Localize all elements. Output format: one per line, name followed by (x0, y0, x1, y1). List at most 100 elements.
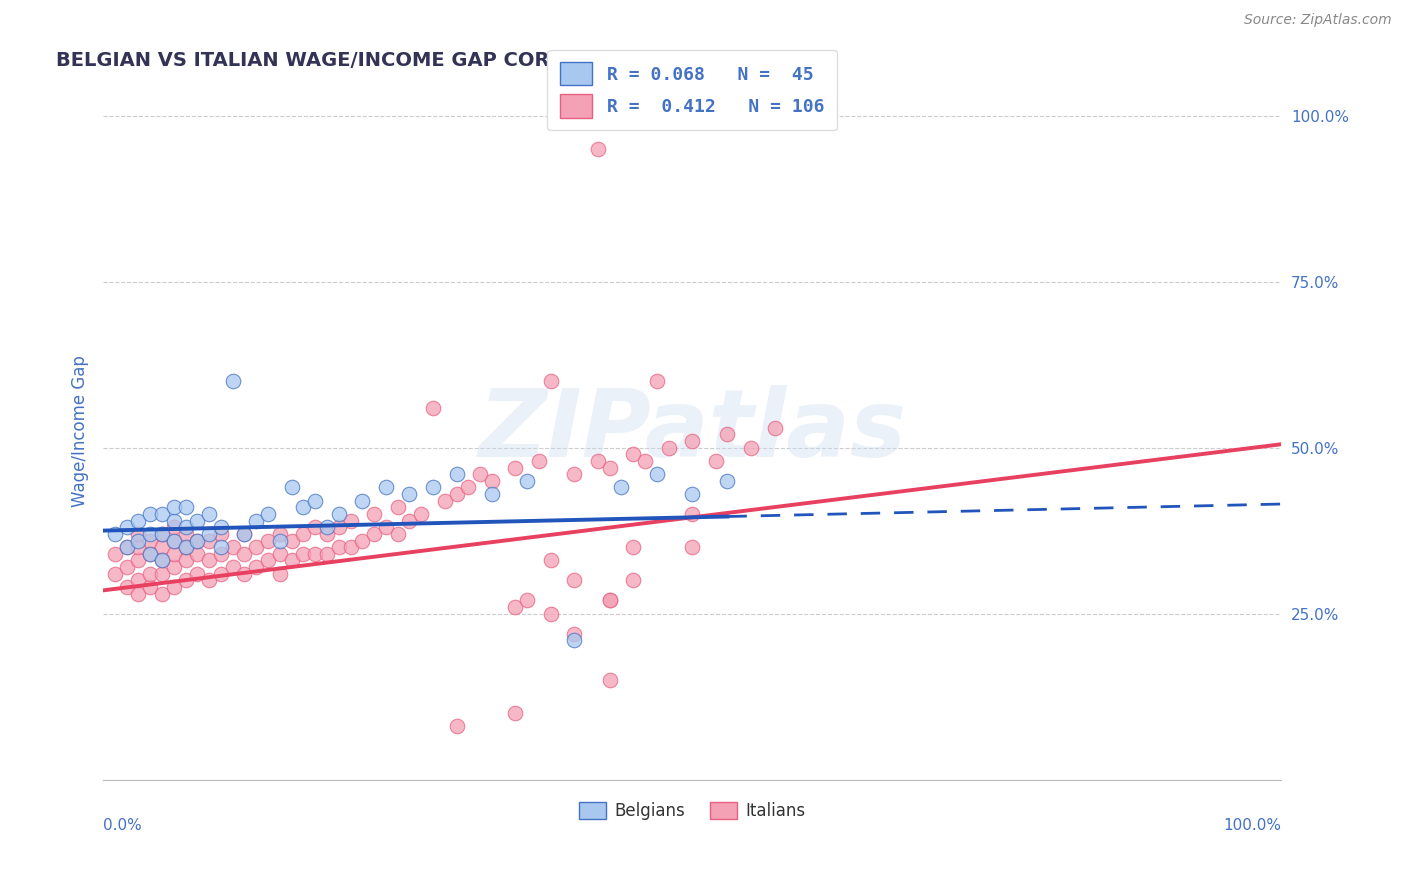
Point (292, 500, 315, 515)
Point (163, 560, 186, 574)
Point (516, 474, 538, 488)
Point (446, 487, 468, 501)
Point (163, 547, 186, 561)
Text: Source: ZipAtlas.com: Source: ZipAtlas.com (1244, 13, 1392, 28)
Point (163, 500, 186, 515)
Point (599, 593, 621, 607)
Point (104, 547, 127, 561)
Point (540, 553, 562, 567)
Point (150, 540, 173, 554)
Point (269, 566, 291, 581)
Point (198, 527, 221, 541)
Point (422, 480, 444, 494)
Point (280, 553, 302, 567)
Point (374, 520, 396, 534)
Point (740, 441, 762, 455)
Point (150, 553, 173, 567)
Point (481, 474, 503, 488)
Text: 100.0%: 100.0% (1223, 818, 1281, 833)
Point (222, 560, 245, 574)
Point (352, 533, 374, 548)
Point (115, 520, 138, 534)
Point (599, 593, 621, 607)
Point (174, 574, 197, 588)
Point (150, 553, 173, 567)
Text: 0.0%: 0.0% (103, 818, 142, 833)
Point (139, 566, 162, 581)
Point (280, 533, 302, 548)
Point (163, 520, 186, 534)
Point (645, 467, 668, 482)
Point (186, 547, 208, 561)
Point (233, 547, 256, 561)
Point (139, 527, 162, 541)
Point (150, 507, 173, 521)
Point (634, 454, 657, 468)
Point (562, 626, 585, 640)
Point (681, 507, 703, 521)
Point (198, 507, 221, 521)
Point (621, 447, 644, 461)
Point (610, 480, 633, 494)
Point (387, 500, 409, 515)
Point (233, 527, 256, 541)
Point (104, 566, 127, 581)
Point (257, 507, 280, 521)
Point (716, 474, 738, 488)
Point (139, 547, 162, 561)
Point (645, 374, 668, 388)
Point (763, 420, 786, 434)
Point (174, 553, 197, 567)
Point (198, 533, 221, 548)
Point (505, 599, 527, 614)
Point (174, 540, 197, 554)
Point (163, 533, 186, 548)
Point (292, 547, 315, 561)
Point (174, 500, 197, 515)
Point (363, 507, 385, 521)
Point (328, 540, 350, 554)
Point (163, 533, 186, 548)
Point (127, 540, 149, 554)
Point (209, 520, 232, 534)
Point (127, 514, 149, 528)
Point (562, 574, 585, 588)
Point (352, 493, 374, 508)
Point (505, 706, 527, 721)
Point (398, 514, 420, 528)
Point (115, 580, 138, 594)
Point (562, 467, 585, 482)
Point (316, 527, 339, 541)
Point (150, 566, 173, 581)
Point (139, 547, 162, 561)
Point (209, 527, 232, 541)
Point (540, 607, 562, 621)
Point (304, 520, 326, 534)
Point (245, 540, 267, 554)
Point (562, 633, 585, 648)
Point (328, 520, 350, 534)
Point (681, 487, 703, 501)
Point (468, 467, 491, 482)
Point (446, 719, 468, 733)
Point (422, 401, 444, 415)
Point (150, 527, 173, 541)
Point (304, 493, 326, 508)
Point (658, 441, 681, 455)
Point (457, 480, 479, 494)
Point (433, 493, 456, 508)
Point (363, 527, 385, 541)
Point (198, 553, 221, 567)
Point (269, 527, 291, 541)
Point (374, 480, 396, 494)
Point (516, 593, 538, 607)
Point (292, 527, 315, 541)
Point (339, 540, 361, 554)
Point (174, 520, 197, 534)
Point (540, 374, 562, 388)
Point (186, 533, 208, 548)
Point (209, 566, 232, 581)
Point (139, 533, 162, 548)
Point (127, 587, 149, 601)
Point (127, 533, 149, 548)
